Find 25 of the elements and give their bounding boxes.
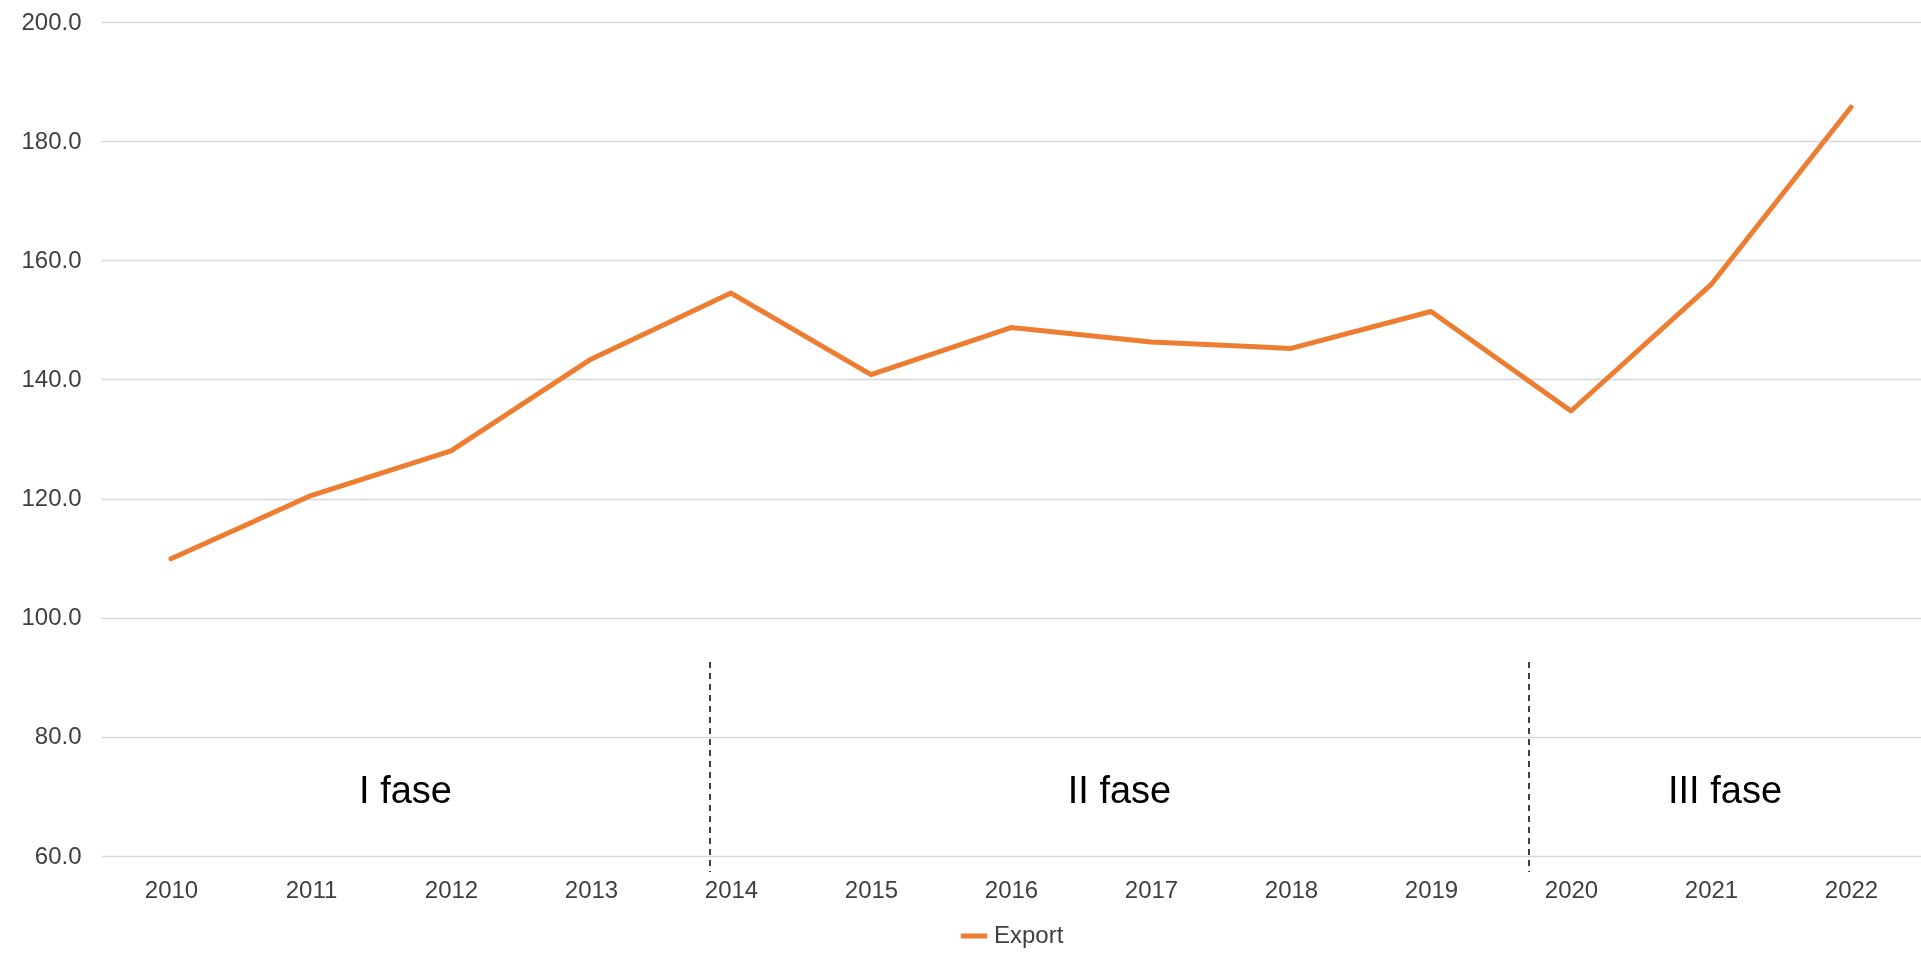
y-tick-label: 60.0 <box>34 841 82 869</box>
x-tick-label: 2010 <box>144 875 199 903</box>
annotation: II fase <box>1067 769 1172 811</box>
x-tick-label: 2022 <box>1824 875 1879 903</box>
x-tick-label: 2021 <box>1684 875 1739 903</box>
x-tick-label: 2015 <box>844 875 899 903</box>
y-tick-label: 80.0 <box>34 722 82 750</box>
y-tick-label: 140.0 <box>21 364 82 392</box>
x-tick-label: 2012 <box>424 875 479 903</box>
y-tick-label: 200.0 <box>21 7 82 35</box>
x-tick-label: 2014 <box>704 875 759 903</box>
y-tick-label: 120.0 <box>21 484 82 512</box>
y-tick-label: 160.0 <box>21 245 82 273</box>
annotation: III fase <box>1667 769 1783 811</box>
y-tick-label: 180.0 <box>21 126 82 154</box>
y-tick-label: 100.0 <box>21 603 82 631</box>
x-tick-label: 2020 <box>1544 875 1599 903</box>
x-tick-label: 2011 <box>285 875 338 903</box>
x-tick-label: 2018 <box>1264 875 1319 903</box>
x-tick-label: 2017 <box>1124 875 1179 903</box>
x-tick-label: 2013 <box>564 875 619 903</box>
x-tick-label: 2019 <box>1404 875 1459 903</box>
x-tick-label: 2016 <box>984 875 1039 903</box>
legend-label: Export <box>994 921 1064 948</box>
annotation: I fase <box>359 769 452 811</box>
